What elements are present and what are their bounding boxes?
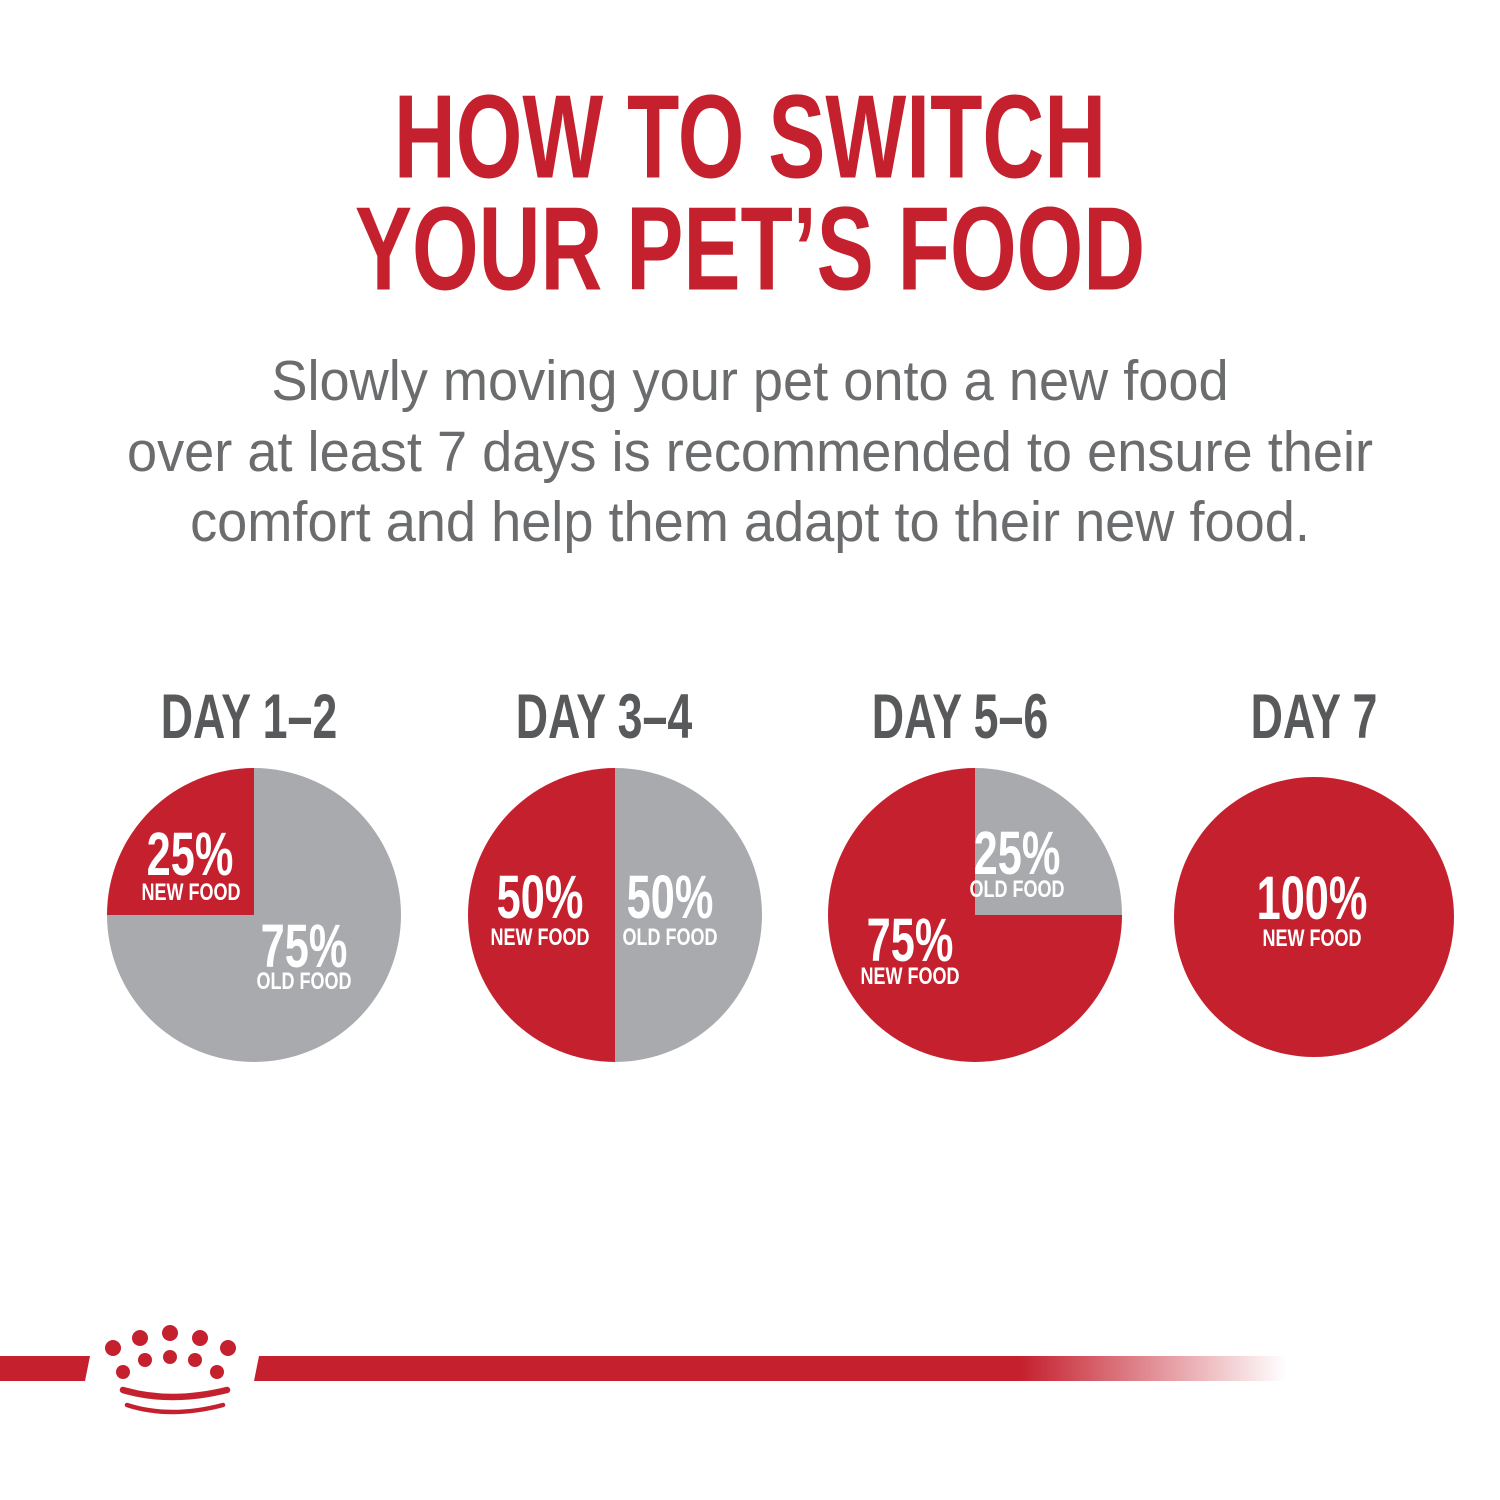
page-title-line-1: HOW TO SWITCH [393, 70, 1107, 204]
pie-chart-day-1-2: 25% NEW FOOD 75% OLD FOOD [107, 768, 401, 1062]
slice-caption-old-food: OLD FOOD [969, 876, 1065, 903]
pie-chart-day-7: 100% NEW FOOD [1174, 777, 1454, 1057]
slice-value-new-food: 100% [1256, 864, 1368, 932]
intro-text-line-1: Slowly moving your pet onto a new food [271, 349, 1229, 413]
intro-text-line-3: comfort and help them adapt to their new… [190, 490, 1310, 554]
page-title-line-2: YOUR PET’S FOOD [354, 182, 1146, 316]
pie-chart-day-5-6: 25% OLD FOOD 75% NEW FOOD [828, 768, 1122, 1062]
intro-text-line-2: over at least 7 days is recommended to e… [126, 420, 1374, 484]
brand-bar-left-segment [0, 1356, 90, 1381]
slice-caption-old-food: OLD FOOD [622, 924, 718, 951]
slice-caption-old-food: OLD FOOD [256, 968, 352, 995]
slice-value-new-food: 75% [866, 906, 954, 974]
brand-bar-right-segment [254, 1356, 1318, 1381]
slice-caption-new-food: NEW FOOD [490, 924, 590, 951]
royal-canin-crown-icon [105, 1325, 236, 1415]
slice-value-old-food: 25% [973, 819, 1061, 887]
day-1-2-label: DAY 1–2 [160, 682, 338, 752]
day-3-4-label: DAY 3–4 [515, 682, 693, 752]
day-7-label: DAY 7 [1250, 682, 1378, 752]
day-5-6-label: DAY 5–6 [871, 682, 1049, 752]
slice-value-old-food: 50% [626, 863, 714, 931]
slice-value-new-food: 25% [146, 820, 234, 888]
slice-value-old-food: 75% [260, 912, 348, 980]
slice-value-new-food: 50% [496, 863, 584, 931]
slice-caption-new-food: NEW FOOD [860, 963, 960, 990]
slice-caption-new-food: NEW FOOD [1262, 925, 1362, 952]
pie-chart-day-3-4: 50% NEW FOOD 50% OLD FOOD [468, 768, 762, 1062]
slice-caption-new-food: NEW FOOD [141, 879, 241, 906]
